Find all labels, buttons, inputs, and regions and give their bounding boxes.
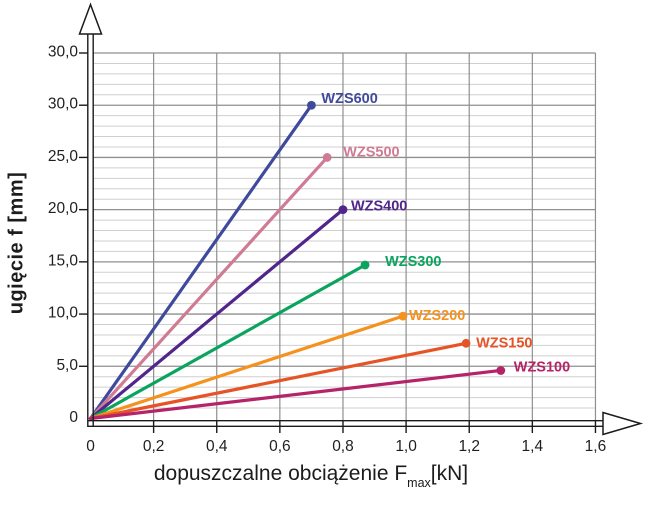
series-label-wzs500: WZS500 — [343, 144, 399, 160]
series-dot-wzs150 — [461, 338, 471, 348]
x-tick-label: 1,4 — [522, 438, 544, 455]
x-tick-label: 0,2 — [143, 438, 165, 455]
series-label-wzs300: WZS300 — [385, 254, 441, 270]
y-tick-label: 20,0 — [48, 200, 79, 217]
series-line-wzs300 — [88, 263, 367, 421]
x-axis-title-subscript: max — [407, 476, 431, 490]
y-tick-label: 30,0 — [48, 96, 79, 113]
series-label-wzs100: WZS100 — [514, 359, 570, 375]
x-tick-label: 0 — [86, 438, 95, 455]
x-tick-label: 0,8 — [332, 438, 354, 455]
series-dot-wzs400 — [338, 205, 348, 215]
x-axis-arrowhead-icon — [602, 411, 644, 436]
x-tick-label: 1,2 — [458, 438, 480, 455]
y-tick-label: 0 — [69, 409, 78, 426]
series-label-wzs600: WZS600 — [321, 91, 377, 107]
series-dot-wzs200 — [398, 311, 408, 321]
y-axis-title: ugięcie f [mm] — [6, 172, 29, 315]
y-tick-label: 30,0 — [48, 44, 79, 61]
series-line-wzs400 — [88, 208, 345, 421]
series-label-wzs150: WZS150 — [476, 335, 532, 351]
y-axis-arrowhead-icon — [78, 2, 103, 35]
series-label-wzs200: WZS200 — [409, 308, 465, 324]
series-line-wzs150 — [88, 341, 468, 421]
y-tick-label: 5,0 — [56, 357, 78, 374]
series-dot-wzs100 — [496, 366, 506, 375]
series-line-wzs600 — [88, 103, 314, 421]
x-axis-title: dopuszczalne obciążenie Fmax[kN] — [0, 462, 622, 490]
series-dot-wzs500 — [322, 153, 332, 162]
y-tick-label: 15,0 — [48, 252, 79, 269]
x-tick-label: 1,6 — [585, 438, 607, 455]
series-dot-wzs300 — [360, 260, 370, 270]
y-axis-title-text: ugięcie f [mm] — [5, 171, 28, 315]
x-tick-label: 0,6 — [269, 438, 291, 455]
y-tick-label: 25,0 — [48, 148, 79, 165]
series-dot-wzs600 — [307, 100, 316, 110]
x-axis-title-unit: [kN] — [430, 462, 469, 485]
series-line-wzs500 — [88, 155, 329, 421]
series-line-wzs200 — [88, 314, 405, 421]
series-label-wzs400: WZS400 — [351, 199, 407, 215]
series-line-wzs100 — [88, 368, 503, 421]
x-tick-label: 1,0 — [395, 438, 417, 455]
y-tick-label: 10,0 — [48, 305, 79, 322]
x-axis-title-text: dopuszczalne obciążenie F — [153, 462, 408, 485]
x-tick-label: 0,4 — [206, 438, 228, 455]
